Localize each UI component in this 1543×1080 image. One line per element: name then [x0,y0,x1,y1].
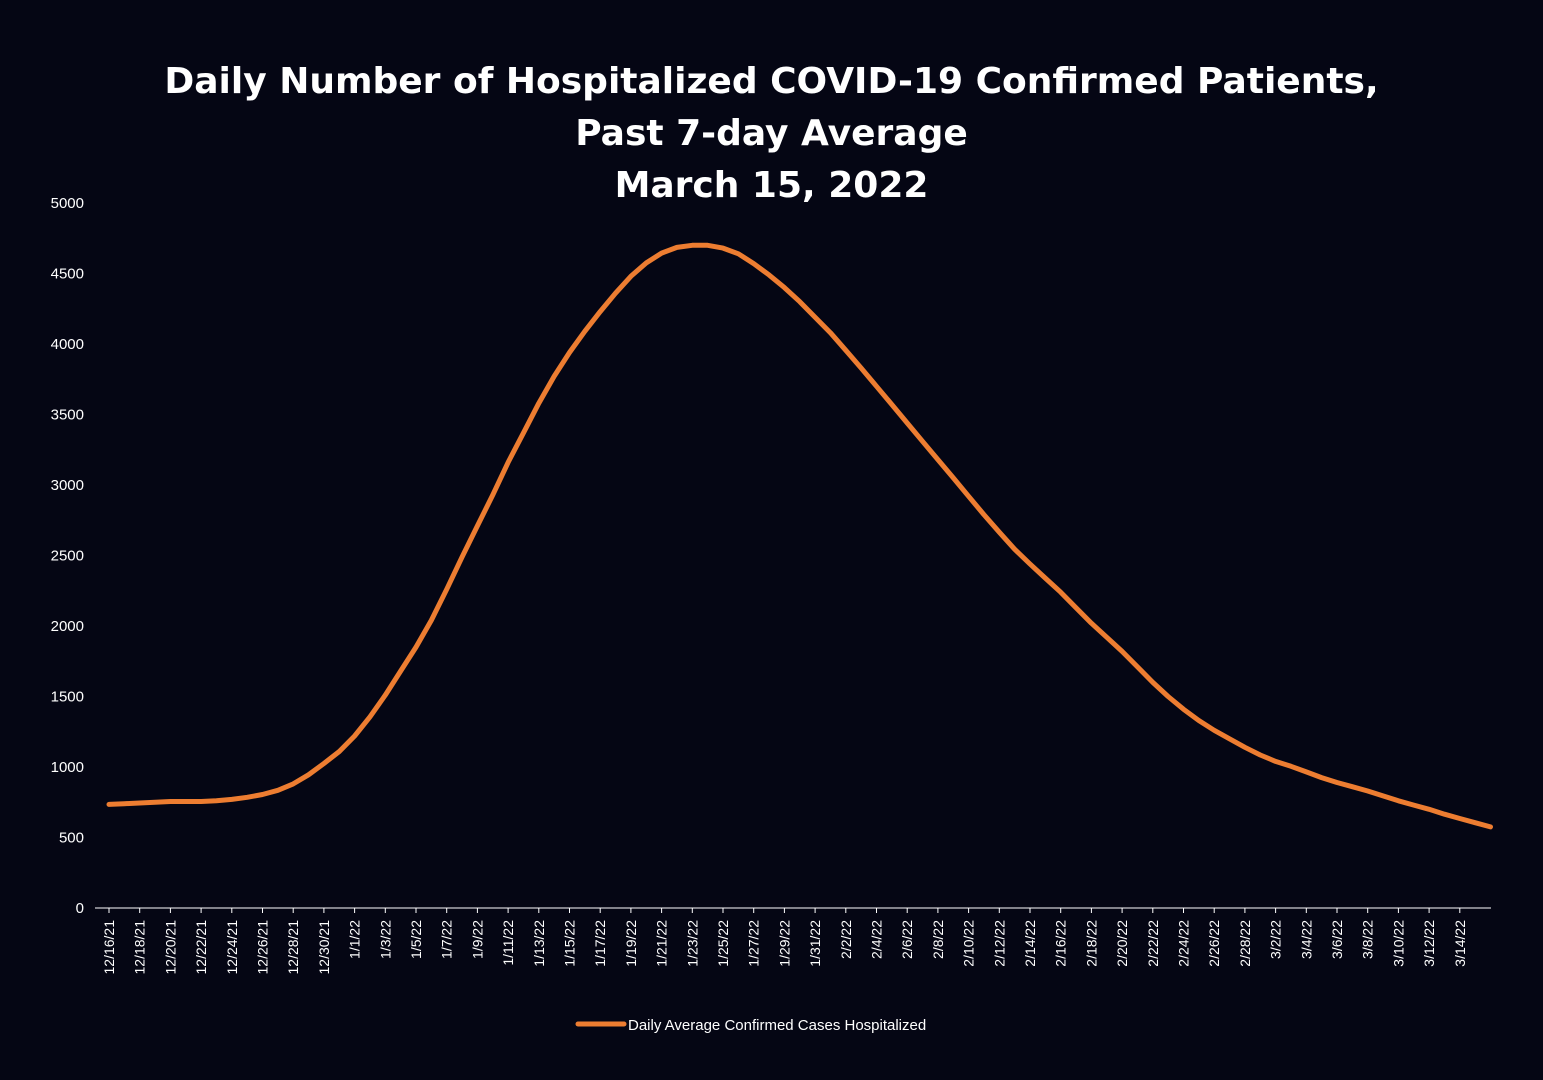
x-tick-label: 1/13/22 [531,920,547,967]
x-tick-label: 3/12/22 [1421,920,1437,967]
x-tick-label: 2/10/22 [961,920,977,967]
x-tick-label: 1/29/22 [776,920,792,967]
x-tick-label: 3/8/22 [1360,920,1376,959]
x-tick-label: 12/30/21 [316,920,332,975]
x-tick-label: 12/28/21 [285,920,301,975]
y-tick-label: 3500 [51,407,84,424]
x-tick-label: 2/22/22 [1145,920,1161,967]
x-tick-label: 12/18/21 [132,920,148,975]
x-tick-label: 2/28/22 [1237,920,1253,967]
series-line [106,242,1493,830]
x-tick-label: 1/1/22 [347,920,363,959]
x-tick-label: 2/12/22 [991,920,1007,967]
x-tick-label: 2/18/22 [1083,920,1099,967]
x-tick-label: 3/2/22 [1268,920,1284,959]
x-tick-label: 2/26/22 [1206,920,1222,967]
x-tick-label: 12/20/21 [162,920,178,975]
title-line-3: March 15, 2022 [614,165,929,206]
y-tick-label: 2000 [51,618,84,635]
y-tick-label: 1000 [51,759,84,776]
y-tick-label: 500 [59,830,84,847]
x-tick-label: 2/2/22 [838,920,854,959]
x-tick-label: 2/4/22 [869,920,885,959]
title-line-1: Daily Number of Hospitalized COVID-19 Co… [164,61,1379,102]
x-tick-label: 12/24/21 [224,920,240,975]
x-tick-label: 1/31/22 [807,920,823,967]
x-tick-label: 2/20/22 [1114,920,1130,967]
y-tick-label: 3000 [51,477,84,494]
x-tick-label: 3/6/22 [1329,920,1345,959]
y-tick-label: 5000 [51,195,84,212]
x-tick-label: 2/14/22 [1022,920,1038,967]
x-tick-label: 1/21/22 [654,920,670,967]
x-tick-label: 12/16/21 [101,920,117,975]
x-tick-label: 3/4/22 [1298,920,1314,959]
y-tick-label: 2500 [51,548,84,565]
x-tick-label: 1/9/22 [469,920,485,959]
legend-label: Daily Average Confirmed Cases Hospitaliz… [628,1017,926,1034]
x-tick-label: 1/17/22 [592,920,608,967]
y-tick-label: 4500 [51,266,84,283]
y-tick-label: 0 [76,900,84,917]
x-tick-label: 2/6/22 [899,920,915,959]
title-line-2: Past 7-day Average [575,113,968,154]
x-tick-label: 1/11/22 [500,920,516,966]
y-tick-label: 4000 [51,336,84,353]
x-tick-label: 1/5/22 [408,920,424,959]
x-tick-label: 12/22/21 [193,920,209,975]
x-tick-label: 1/15/22 [562,920,578,967]
x-tick-label: 12/26/21 [255,920,271,975]
x-tick-label: 2/16/22 [1053,920,1069,967]
x-tick-label: 1/23/22 [684,920,700,967]
legend: Daily Average Confirmed Cases Hospitaliz… [575,1017,926,1034]
x-tick-label: 3/14/22 [1452,920,1468,967]
x-tick-label: 3/10/22 [1390,920,1406,967]
y-tick-label: 1500 [51,689,84,706]
x-tick-label: 2/8/22 [930,920,946,959]
x-tick-label: 1/7/22 [439,920,455,959]
x-tick-label: 2/24/22 [1176,920,1192,967]
x-tick-label: 1/27/22 [746,920,762,967]
x-tick-label: 1/25/22 [715,920,731,967]
x-tick-label: 1/19/22 [623,920,639,967]
chart-title: Daily Number of Hospitalized COVID-19 Co… [0,56,1543,212]
x-tick-label: 1/3/22 [377,920,393,959]
